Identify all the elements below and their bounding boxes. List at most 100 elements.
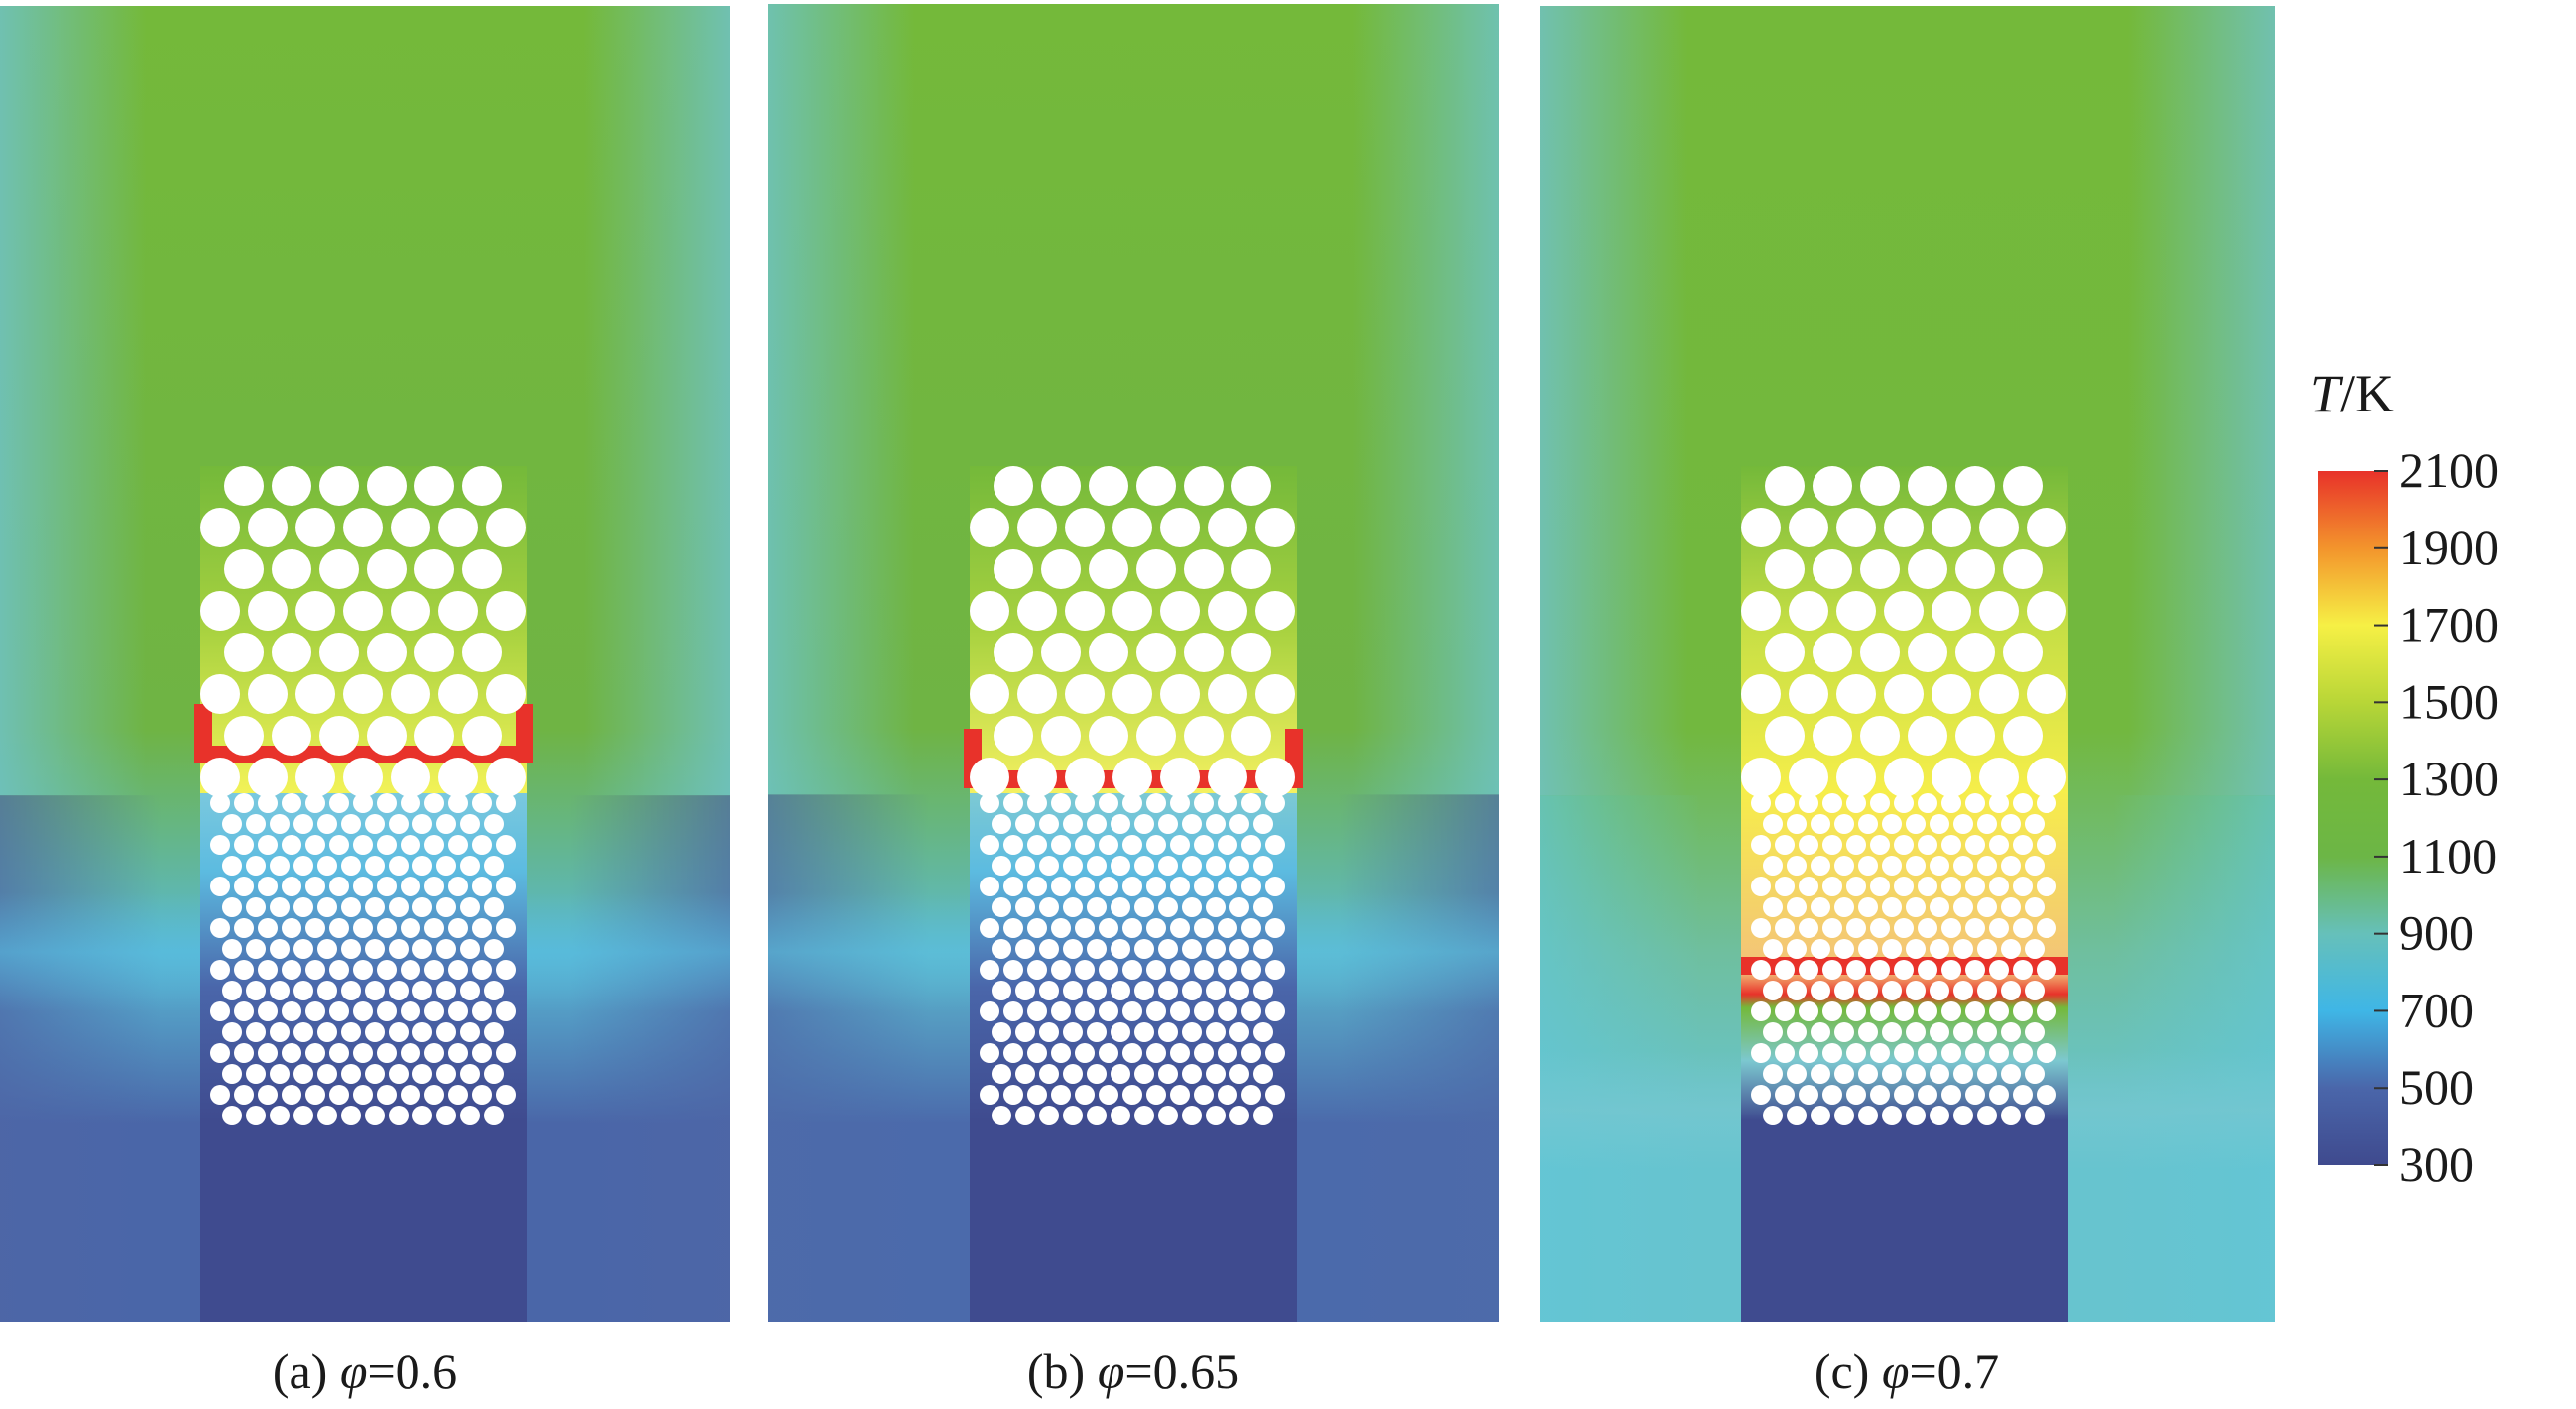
fine-particle — [1989, 877, 2009, 896]
coarse-particle — [970, 508, 1009, 547]
fine-particle — [1799, 1085, 1818, 1105]
fine-particle — [980, 877, 999, 896]
coarse-particle — [248, 591, 288, 631]
fine-particle — [1965, 1001, 1985, 1021]
fine-particle — [1846, 1001, 1866, 1021]
fine-particle — [234, 835, 254, 855]
fine-particle — [1206, 1064, 1226, 1084]
fine-particle — [1015, 1022, 1035, 1042]
fine-particle — [377, 793, 397, 813]
fine-particle — [1087, 897, 1107, 917]
fine-particle — [1134, 939, 1154, 959]
fine-particle — [1775, 877, 1795, 896]
fine-particle — [1182, 981, 1202, 1000]
coarse-particle — [1955, 716, 1995, 756]
fine-particle — [1170, 877, 1190, 896]
fine-particle — [2013, 877, 2033, 896]
flame-edge-right-a — [516, 704, 533, 763]
fine-particle — [1941, 918, 1961, 938]
fine-particle — [329, 877, 349, 896]
coarse-particle — [414, 466, 454, 506]
fine-particle — [222, 814, 242, 834]
coarse-particle — [462, 466, 502, 506]
fine-particle — [1111, 939, 1130, 959]
coarse-particle — [1765, 549, 1805, 589]
fine-particle — [389, 939, 409, 959]
coarse-particle — [1041, 716, 1081, 756]
fine-particle — [472, 1085, 492, 1105]
fine-particle — [1122, 1043, 1142, 1063]
coarse-particle — [1813, 549, 1852, 589]
fine-particle — [377, 918, 397, 938]
fine-particle — [1122, 918, 1142, 938]
fine-particle — [1834, 1106, 1854, 1125]
fine-particle — [436, 981, 456, 1000]
fine-particle — [1751, 918, 1771, 938]
fine-particle — [1003, 793, 1023, 813]
fine-particle — [1015, 814, 1035, 834]
fine-particle — [436, 814, 456, 834]
fine-particle — [412, 1022, 432, 1042]
fine-particle — [460, 897, 480, 917]
fine-particle — [992, 1064, 1011, 1084]
coarse-particle — [272, 716, 311, 756]
fine-particle — [1051, 1001, 1071, 1021]
temperature-field-a — [0, 6, 730, 1322]
fine-particle — [2001, 981, 2021, 1000]
fine-particle — [1229, 939, 1249, 959]
fine-particle — [472, 793, 492, 813]
coarse-particle — [248, 758, 288, 797]
coarse-particle — [200, 591, 240, 631]
colorbar-tick-label: 500 — [2400, 1059, 2474, 1115]
fine-particle — [1787, 897, 1807, 917]
fine-particle — [2025, 856, 2045, 876]
fine-particle — [1075, 793, 1095, 813]
fine-particle — [1051, 960, 1071, 980]
fine-particle — [282, 960, 301, 980]
fine-particle — [1977, 814, 1997, 834]
fine-particle — [1063, 981, 1083, 1000]
fine-particle — [1906, 814, 1926, 834]
panel-a: (a) φ=0.6 — [0, 6, 730, 1399]
fine-particle — [1003, 960, 1023, 980]
fine-particle — [1918, 1001, 1937, 1021]
coarse-particle — [200, 758, 240, 797]
fine-particle — [1039, 939, 1059, 959]
coarse-particle — [2003, 549, 2043, 589]
fine-particle — [1146, 1001, 1166, 1021]
fine-particle — [496, 835, 516, 855]
fine-particle — [1158, 1064, 1178, 1084]
coarse-particle — [224, 466, 264, 506]
fine-particle — [305, 835, 325, 855]
fine-particle — [293, 1106, 313, 1125]
fine-particle — [1882, 814, 1902, 834]
fine-particle — [1122, 1001, 1142, 1021]
fine-particle — [1003, 1085, 1023, 1105]
fine-particle — [1241, 835, 1261, 855]
fine-particle — [1122, 960, 1142, 980]
fine-particle — [1989, 918, 2009, 938]
fine-particle — [1906, 1022, 1926, 1042]
fine-particle — [2037, 1001, 2056, 1021]
fine-particle — [353, 918, 373, 938]
coarse-particle — [1884, 758, 1924, 797]
fine-particle — [210, 960, 230, 980]
coarse-particle — [1065, 674, 1105, 714]
fine-particle — [1146, 1043, 1166, 1063]
fine-particle — [980, 918, 999, 938]
coarse-particle — [272, 549, 311, 589]
fine-particle — [1182, 1064, 1202, 1084]
fine-particle — [1099, 835, 1118, 855]
particle-array-b — [970, 466, 1295, 1125]
panel-b-caption: (b) φ=0.65 — [1027, 1344, 1239, 1399]
fine-particle — [1834, 1064, 1854, 1084]
coarse-particle — [1908, 716, 1947, 756]
fine-particle — [1051, 1085, 1071, 1105]
fine-particle — [1775, 918, 1795, 938]
coarse-particle — [1932, 508, 1971, 547]
fine-particle — [448, 793, 468, 813]
fine-particle — [1858, 981, 1878, 1000]
fine-particle — [472, 1001, 492, 1021]
coarse-particle — [343, 758, 383, 797]
fine-particle — [1775, 1085, 1795, 1105]
